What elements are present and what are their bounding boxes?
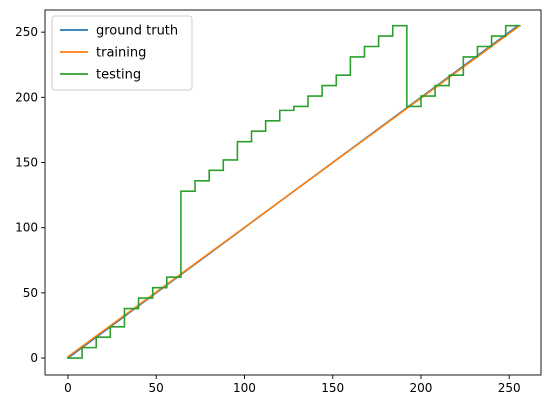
axes-frame	[44, 9, 542, 376]
x-tick-label: 150	[321, 381, 344, 395]
axes-layer: 0 50 100 150 200 250 0 50 100 150 200 250	[15, 9, 542, 395]
legend-label: training	[96, 46, 146, 61]
y-tick-label: 50	[23, 286, 38, 300]
x-tick-label: 100	[233, 381, 256, 395]
y-tick-label: 250	[15, 25, 38, 39]
series-layer	[66, 24, 521, 360]
y-tick-label: 0	[30, 351, 38, 365]
legend-label: testing	[96, 68, 141, 83]
y-tick-label: 150	[15, 156, 38, 170]
x-tick-label: 0	[64, 381, 72, 395]
y-tick-label: 100	[15, 221, 38, 235]
y-tick-label: 200	[15, 90, 38, 104]
legend: ground truth training testing	[51, 15, 193, 91]
series-line-training	[66, 25, 520, 358]
x-tick-label: 50	[149, 381, 164, 395]
x-tick-label: 250	[498, 381, 521, 395]
legend-box	[51, 15, 193, 91]
legend-label: ground truth	[96, 24, 178, 39]
x-tick-label: 200	[410, 381, 433, 395]
series-line-testing	[67, 24, 521, 359]
